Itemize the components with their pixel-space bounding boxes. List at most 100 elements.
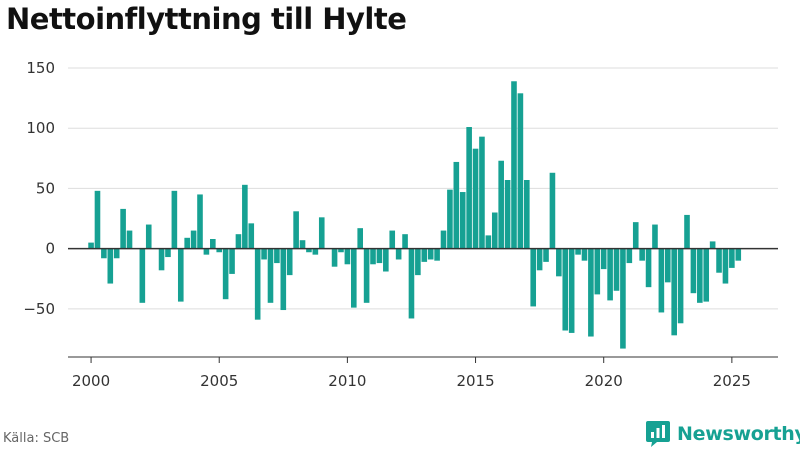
bar	[581, 248, 588, 261]
bar	[363, 248, 370, 303]
newsworthy-logo-icon	[646, 421, 670, 447]
bar	[556, 248, 562, 277]
bar	[671, 248, 677, 336]
bar	[607, 248, 613, 301]
bar	[511, 81, 517, 249]
bar	[716, 248, 722, 273]
bar	[626, 248, 633, 264]
bar	[312, 248, 319, 255]
bar	[229, 248, 235, 274]
bar	[331, 248, 338, 267]
bar	[524, 180, 530, 249]
bar	[94, 190, 101, 249]
bar	[709, 241, 716, 249]
bar	[184, 237, 190, 249]
newsworthy-logo[interactable]: Newsworthy	[645, 420, 800, 448]
bar	[684, 214, 690, 249]
source-label: Källa: SCB	[3, 431, 70, 446]
bar	[703, 248, 710, 302]
bar	[293, 211, 299, 249]
y-tick-label: 150	[26, 59, 55, 77]
bar	[235, 234, 242, 249]
chart-title: Nettoinflyttning till Hylte	[6, 2, 407, 36]
bar	[620, 248, 626, 349]
bar	[357, 228, 364, 249]
bar	[145, 224, 152, 249]
bar	[415, 248, 421, 276]
bar	[261, 248, 267, 260]
bar	[632, 222, 639, 249]
bar	[562, 248, 569, 331]
x-tick-label: 2020	[585, 372, 623, 390]
bar	[421, 248, 428, 262]
bar	[447, 189, 453, 249]
bar	[113, 248, 120, 259]
bar	[453, 161, 460, 249]
x-tick-label: 2000	[72, 372, 110, 390]
bar	[549, 172, 556, 249]
bar	[479, 136, 485, 249]
bar	[165, 248, 171, 258]
bar	[645, 248, 652, 288]
x-tick-label: 2010	[328, 372, 366, 390]
bar	[543, 248, 549, 262]
bar	[274, 248, 280, 264]
bar	[530, 248, 537, 307]
bar	[88, 242, 94, 249]
bar-chart: −50 0 50 100 150 2000 2005 2010 2015 2020 2025	[23, 59, 778, 390]
y-tick-label: 100	[26, 119, 55, 137]
bar	[139, 248, 146, 303]
y-tick-label: 0	[45, 240, 55, 258]
bar	[389, 230, 396, 249]
bar	[171, 190, 178, 249]
bar	[536, 248, 543, 271]
bar	[504, 180, 511, 249]
bar	[408, 248, 415, 319]
bar	[299, 240, 306, 249]
bar	[575, 248, 581, 255]
bar	[254, 248, 261, 320]
bar	[434, 248, 440, 261]
bar	[210, 239, 216, 249]
bar	[158, 248, 165, 271]
bar	[190, 230, 197, 249]
bar	[600, 248, 607, 270]
bar	[613, 248, 620, 291]
bar	[370, 248, 376, 265]
bar	[280, 248, 287, 311]
bar	[568, 248, 575, 333]
bar	[344, 248, 351, 265]
bar	[242, 184, 248, 249]
bar	[197, 194, 203, 249]
bar	[203, 248, 210, 255]
bar	[588, 248, 594, 337]
x-tick-label: 2025	[713, 372, 751, 390]
bar	[350, 248, 357, 308]
bar	[677, 248, 684, 324]
bar	[383, 248, 389, 272]
bar	[498, 160, 504, 249]
bar	[126, 230, 133, 249]
x-tick-labels: 2000 2005 2010 2015 2020 2025	[72, 357, 751, 390]
bar	[402, 234, 408, 249]
y-tick-label: 50	[36, 179, 55, 197]
bar	[248, 223, 255, 249]
bar	[440, 230, 447, 249]
bar	[107, 248, 114, 284]
bar	[318, 217, 325, 249]
bar	[729, 248, 735, 268]
bar	[222, 248, 229, 300]
bar	[216, 248, 223, 253]
bar	[267, 248, 274, 303]
bar	[491, 212, 498, 249]
bar	[652, 224, 658, 249]
x-tick-label: 2005	[200, 372, 238, 390]
bar	[658, 248, 665, 313]
bar	[177, 248, 184, 302]
y-tick-labels: −50 0 50 100 150	[23, 59, 55, 318]
bar	[338, 248, 344, 253]
bar	[735, 248, 742, 261]
bar	[286, 248, 293, 276]
y-tick-label: −50	[23, 300, 55, 318]
bar	[664, 248, 671, 283]
